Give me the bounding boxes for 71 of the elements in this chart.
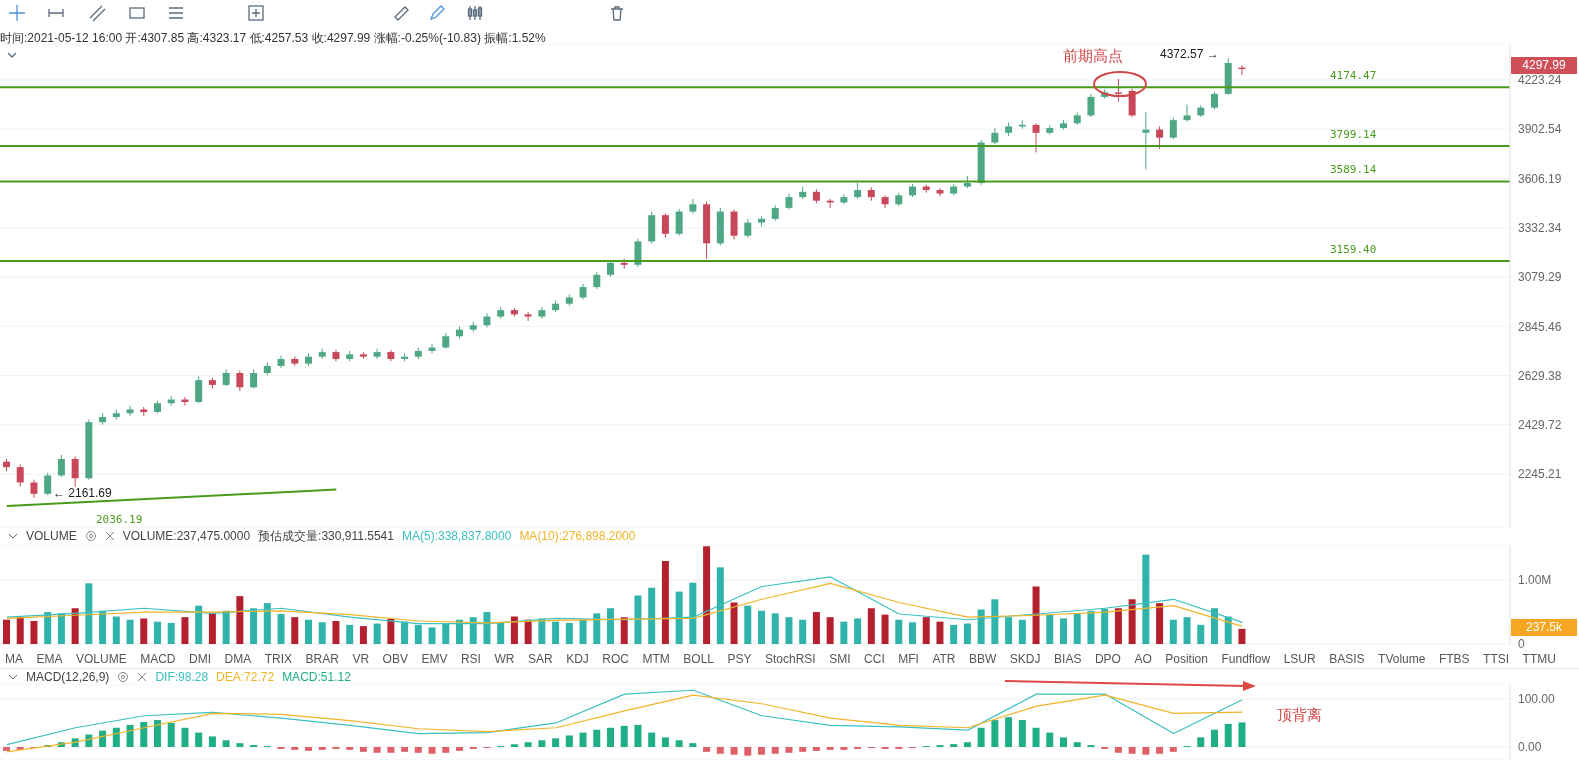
text: RSI xyxy=(460,652,481,666)
text: PSY xyxy=(727,652,752,666)
y-tick-label: 3606.19 xyxy=(1518,171,1562,186)
chart-title: VOLUME xyxy=(26,529,77,543)
y-tick-label: 0 xyxy=(1518,637,1525,652)
text: 4297.99 xyxy=(1511,57,1577,74)
text: VR xyxy=(352,652,370,666)
text: DEA:72.72 xyxy=(216,670,275,684)
ref-line-label: 3159.40 xyxy=(1330,242,1377,256)
text: 预估成交量:330,911.5541 xyxy=(258,527,394,545)
text: FTBS xyxy=(1438,652,1470,666)
y-tick-label: 3902.54 xyxy=(1518,122,1562,137)
annotation: 顶背离 xyxy=(1277,706,1322,725)
text: BRAR xyxy=(305,652,339,666)
text: EMV xyxy=(421,652,448,666)
annotation: 前期高点 xyxy=(1063,47,1123,66)
annotation: 4372.57 → xyxy=(1160,47,1219,61)
text: VOLUME xyxy=(76,652,127,666)
y-tick-label: 1.00M xyxy=(1518,573,1552,588)
y-tick-label: 0.00 xyxy=(1518,740,1542,755)
text: TTMU xyxy=(1522,652,1556,666)
text: CCI xyxy=(864,652,885,666)
text: TTSI xyxy=(1483,652,1510,666)
text: 237.5k xyxy=(1511,619,1577,636)
text: WR xyxy=(494,652,515,666)
text: DPO xyxy=(1094,652,1121,666)
text: DIF:98.28 xyxy=(155,670,209,684)
y-tick-label: 2629.38 xyxy=(1518,368,1562,383)
text: DMA xyxy=(224,652,252,666)
text: BBW xyxy=(969,652,997,666)
y-tick-label: 2845.46 xyxy=(1518,319,1562,334)
y-tick-label: 2245.21 xyxy=(1518,467,1562,482)
chart-title: MACD(12,26,9) xyxy=(26,670,110,684)
y-tick-label: 2429.72 xyxy=(1518,418,1562,433)
ref-line-label: 3799.14 xyxy=(1330,127,1377,141)
ref-line-label: 3589.14 xyxy=(1330,163,1377,177)
text: DMI xyxy=(189,652,212,666)
annotation: ← 2161.69 xyxy=(53,486,112,500)
text: MACD xyxy=(140,652,176,666)
ref-line-label: 4174.47 xyxy=(1330,69,1377,83)
text: Position xyxy=(1165,652,1208,666)
text: LSUR xyxy=(1283,652,1316,666)
text: OBV xyxy=(382,652,408,666)
text: VOLUME:237,475.0000 xyxy=(122,529,251,543)
y-tick-label: 4223.24 xyxy=(1518,73,1562,88)
text: MFI xyxy=(898,652,919,666)
text: EMA xyxy=(36,652,63,666)
text: TVolume xyxy=(1378,652,1426,666)
text: BIAS xyxy=(1054,652,1082,666)
y-tick-label: 3079.29 xyxy=(1518,270,1562,285)
text: AO xyxy=(1134,652,1152,666)
text: TRIX xyxy=(264,652,293,666)
chart-title: 时间:2021-05-12 16:00 开:4307.85 高:4323.17 低:4257.53 收:4297.99 涨幅:-0.25%(-10.83) 振幅:1.52% xyxy=(0,29,546,47)
text: SAR xyxy=(527,652,553,666)
y-tick-label: 100.00 xyxy=(1518,692,1556,707)
text: MA(10):276,898.2000 xyxy=(519,529,636,543)
text: SKDJ xyxy=(1009,652,1041,666)
text: MA(5):338,837.8000 xyxy=(401,529,512,543)
annotation: 2036.19 xyxy=(96,513,143,526)
text: ROC xyxy=(602,652,629,666)
text: MA xyxy=(5,652,23,666)
y-tick-label: 3332.34 xyxy=(1518,221,1562,235)
text: ATR xyxy=(932,652,956,666)
text: StochRSI xyxy=(765,652,816,666)
text: MACD:51.12 xyxy=(282,670,351,684)
text: Fundflow xyxy=(1221,652,1271,666)
text: MTM xyxy=(642,652,670,666)
text: KDJ xyxy=(566,652,589,666)
text: SMI xyxy=(829,652,851,666)
text: BASIS xyxy=(1329,652,1365,666)
text: BOLL xyxy=(683,652,714,666)
